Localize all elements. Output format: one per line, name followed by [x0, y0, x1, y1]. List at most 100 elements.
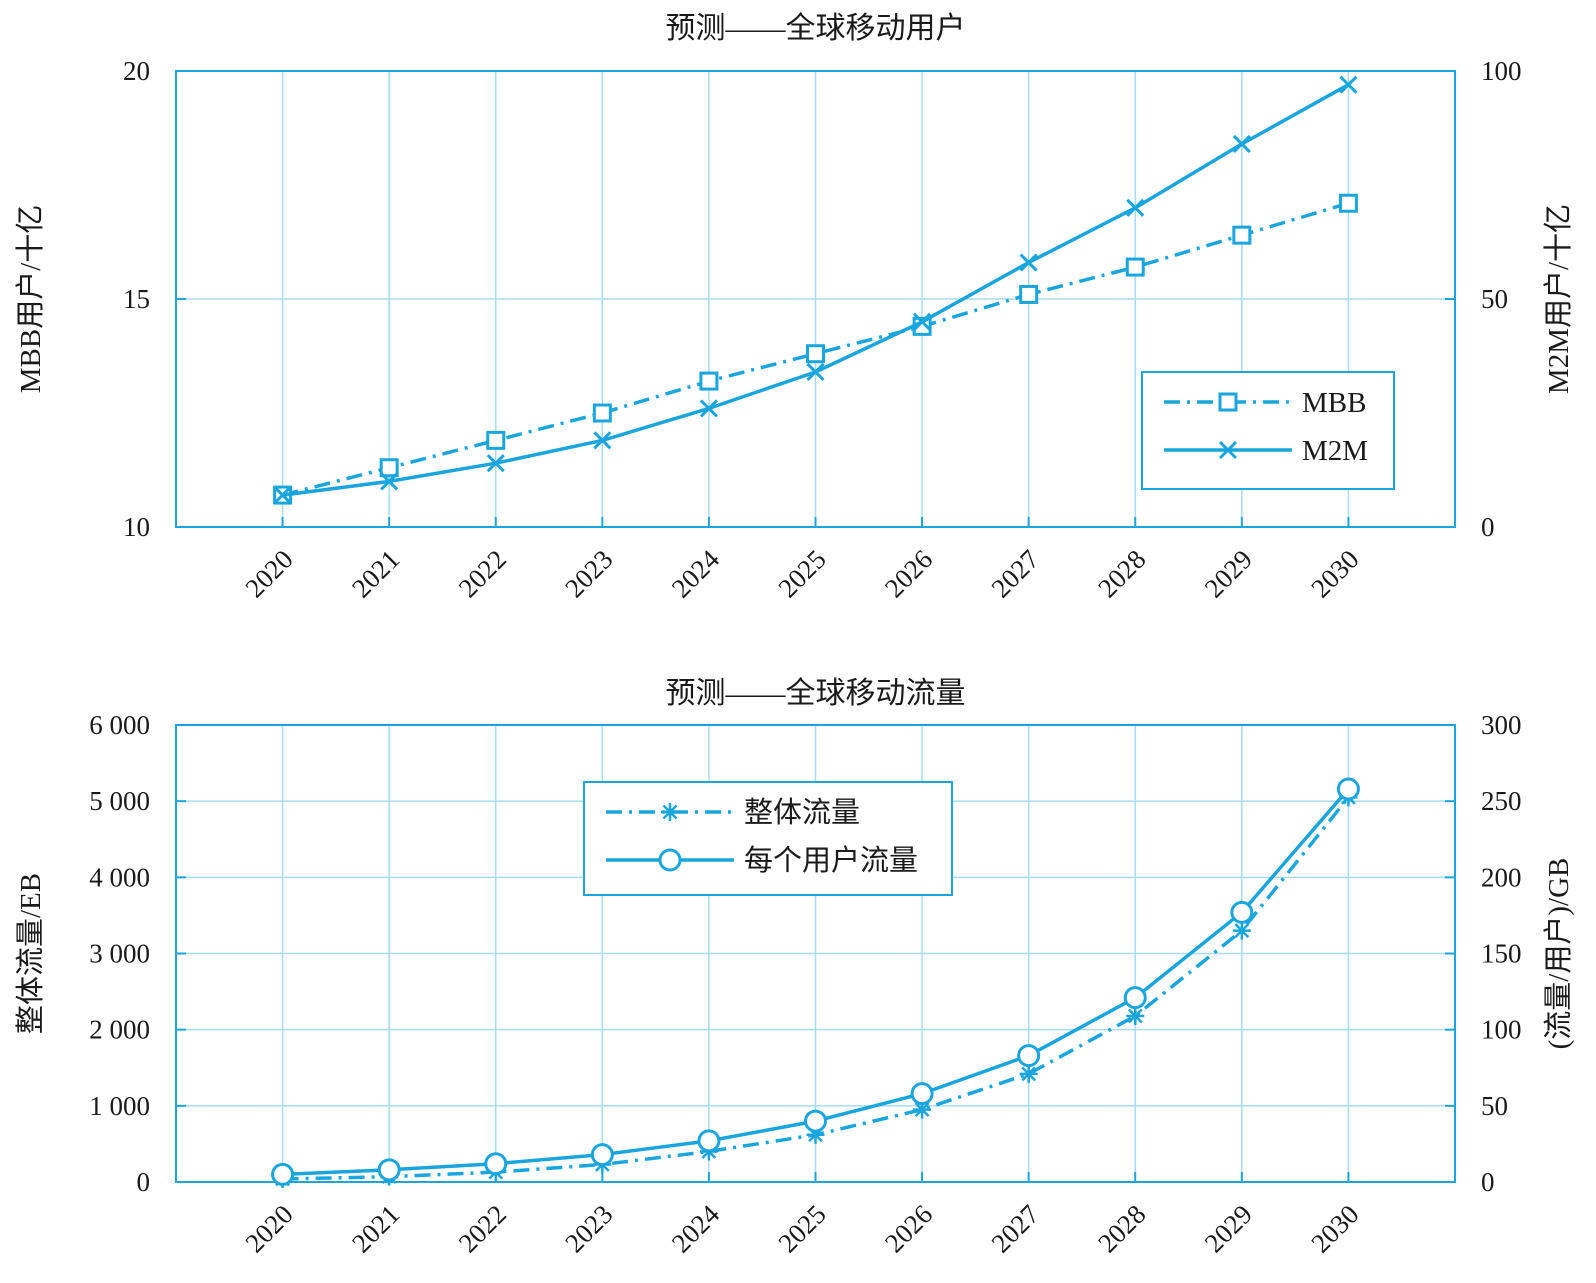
x-tick-label: 2024	[666, 1199, 726, 1259]
data-point	[1017, 1044, 1041, 1068]
data-point	[1336, 777, 1360, 801]
y-axis-label: 整体流量/EB	[14, 873, 47, 1034]
x-tick-label: 2027	[986, 544, 1045, 603]
chart-title: 预测——全球移动用户	[666, 12, 966, 45]
y2-tick-label: 0	[1481, 1167, 1495, 1197]
data-point	[804, 1109, 827, 1133]
y-tick-label: 2 000	[89, 1015, 150, 1045]
legend-marker	[1218, 392, 1238, 412]
x-tick-label: 2021	[346, 544, 405, 603]
y2-axis-label: (流量/用户)/GB	[1542, 858, 1575, 1050]
x-tick-label: 2023	[559, 544, 618, 603]
y2-tick-label: 250	[1481, 786, 1522, 816]
x-tick-label: 2023	[559, 1199, 618, 1258]
x-tick-label: 2024	[666, 544, 726, 604]
legend-marker	[1218, 440, 1238, 460]
x-tick-label: 2027	[986, 1199, 1045, 1258]
y-tick-label: 15	[123, 284, 150, 314]
y-tick-label: 5 000	[89, 786, 150, 816]
data-point	[1019, 284, 1039, 304]
series-2	[271, 777, 1360, 1186]
chart-2: 预测——全球移动流量 0 1 000 2 000 3 000 4 000 5 000 6 00…	[14, 677, 1575, 1258]
data-point	[806, 344, 825, 364]
data-point	[273, 486, 292, 505]
data-point	[1126, 198, 1145, 217]
y-tick-label: 3 000	[89, 939, 150, 969]
x-tick-label: 2020	[239, 544, 298, 603]
data-point	[697, 1129, 721, 1153]
data-point	[1339, 75, 1358, 94]
x-tick-label: 2022	[453, 1199, 512, 1258]
data-point	[1125, 257, 1145, 277]
data-point	[593, 431, 612, 450]
data-point	[590, 1143, 614, 1167]
chart-title: 预测——全球移动流量	[666, 677, 966, 710]
x-tick-label: 2025	[772, 1199, 831, 1258]
x-tick-label: 2029	[1199, 1199, 1258, 1258]
y-tick-label: 1 000	[89, 1091, 150, 1121]
y2-tick-label: 0	[1481, 512, 1495, 542]
data-point	[592, 403, 612, 423]
data-point	[699, 399, 718, 418]
data-point	[377, 1158, 401, 1182]
data-point	[484, 1152, 508, 1176]
chart-1: 预测——全球移动用户 10 15 20 0 50 100 2020 2021 2022 2023 20…	[14, 12, 1575, 603]
legend-marker	[658, 848, 682, 872]
y-tick-label: 6 000	[89, 710, 150, 740]
y2-tick-label: 300	[1481, 710, 1522, 740]
data-point	[806, 1125, 825, 1144]
x-tick-label: 2026	[879, 1199, 938, 1258]
legend-label: MBB	[1302, 387, 1366, 419]
y2-tick-label: 50	[1481, 1091, 1508, 1121]
legend-label: 每个用户流量	[744, 844, 918, 877]
x-tick-label: 2020	[239, 1199, 298, 1258]
x-tick-label: 2022	[453, 544, 512, 603]
data-point	[1123, 986, 1147, 1010]
y2-tick-label: 200	[1481, 862, 1522, 892]
legend-box	[583, 781, 953, 896]
data-point	[486, 454, 505, 473]
data-point	[1232, 134, 1251, 154]
data-point	[271, 1162, 295, 1186]
legend-label: 整体流量	[744, 796, 860, 829]
data-point	[379, 458, 399, 478]
x-tick-label: 2028	[1092, 544, 1151, 603]
data-point	[1126, 1006, 1145, 1025]
x-tick-label: 2028	[1092, 1199, 1151, 1258]
series-2	[273, 75, 1358, 505]
data-point	[1232, 921, 1251, 940]
data-point	[1232, 225, 1252, 245]
y-tick-label: 4 000	[89, 862, 150, 892]
x-tick-label: 2029	[1199, 544, 1258, 603]
data-point	[1230, 900, 1254, 924]
legend-marker	[661, 803, 679, 821]
y2-tick-label: 100	[1481, 56, 1522, 86]
data-point	[913, 312, 932, 331]
y-tick-label: 0	[137, 1167, 151, 1197]
data-point	[1338, 193, 1358, 213]
x-tick-label: 2030	[1305, 1199, 1364, 1258]
y-tick-label: 20	[123, 56, 150, 86]
data-point	[910, 1082, 934, 1106]
legend-box	[1141, 371, 1395, 490]
y2-axis-label: M2M用户/十亿	[1542, 204, 1575, 394]
x-tick-label: 2025	[772, 544, 831, 603]
y2-tick-label: 100	[1481, 1015, 1522, 1045]
y-axis-label: MBB用户/十亿	[14, 205, 47, 394]
data-point	[380, 472, 399, 491]
y2-tick-label: 50	[1481, 284, 1508, 314]
data-point	[806, 362, 825, 382]
legend-label: M2M	[1302, 435, 1368, 467]
data-point	[1019, 1064, 1038, 1083]
legend: MBB M2M	[1141, 371, 1395, 490]
x-tick-label: 2030	[1305, 544, 1364, 603]
x-tick-label: 2026	[879, 544, 938, 603]
series-1	[273, 193, 1358, 505]
data-point	[913, 1100, 932, 1119]
x-tick-label: 2021	[346, 1199, 405, 1258]
data-point	[486, 430, 506, 450]
y2-tick-label: 150	[1481, 939, 1522, 969]
data-point	[1019, 253, 1038, 272]
